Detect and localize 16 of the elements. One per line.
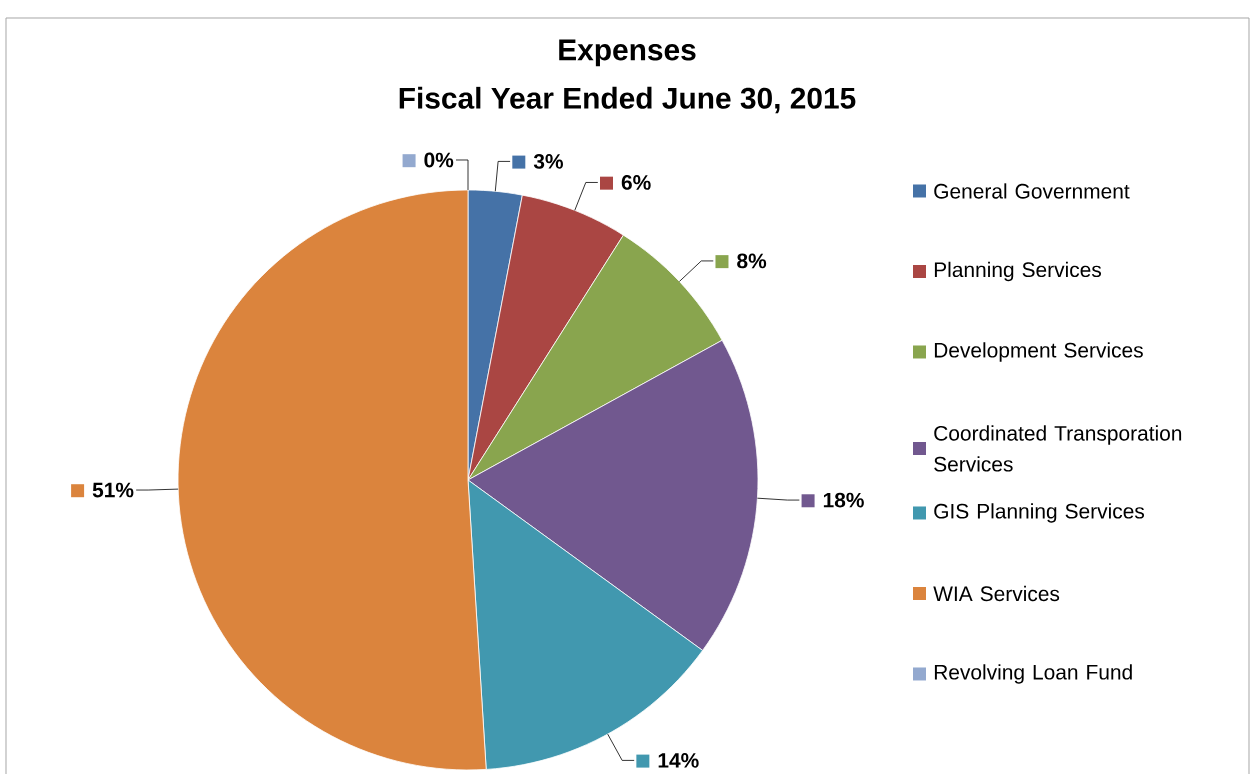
legend-label: GIS Planning Services <box>934 503 1145 523</box>
chart-title: Expenses <box>559 39 696 67</box>
legend-label: Revolving Loan Fund <box>934 664 1132 684</box>
data-label: 14% <box>658 753 699 768</box>
chart-subtitle: Fiscal Year Ended June 30, 2015 <box>399 86 856 114</box>
data-label: 8% <box>737 253 767 269</box>
legend-label: Planning Services <box>934 261 1102 282</box>
legend-label: Coordinated Transporation Services <box>934 425 1182 472</box>
data-label: 3% <box>533 153 563 169</box>
data-label: 18% <box>823 492 864 508</box>
legend-label: General Government <box>934 183 1130 199</box>
legend-label: WIA Services <box>933 585 1060 602</box>
data-label: 51% <box>92 482 134 498</box>
legend-label: Development Services <box>934 342 1143 362</box>
text: 0% <box>424 152 454 168</box>
data-label: 6% <box>621 175 651 190</box>
